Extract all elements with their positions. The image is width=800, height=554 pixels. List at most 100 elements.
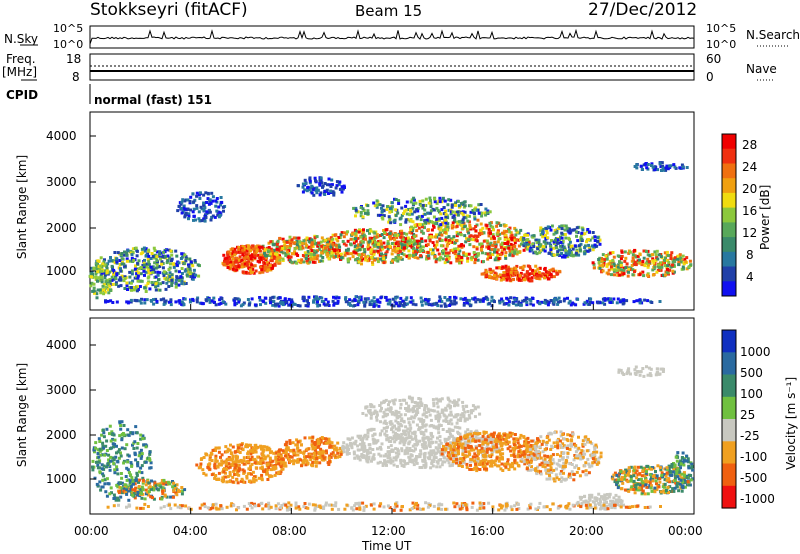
power-cell — [117, 278, 121, 282]
power-cell — [457, 252, 461, 256]
power-cell — [457, 204, 461, 208]
power-cell — [214, 204, 218, 208]
power-cell — [490, 295, 494, 299]
power-cell — [651, 253, 655, 257]
power-cell — [663, 264, 667, 268]
power-cell — [96, 279, 99, 283]
power-cell — [405, 212, 409, 216]
velocity-cell — [127, 498, 131, 502]
power-cell — [663, 258, 666, 262]
power-cell — [592, 262, 596, 266]
power-cell — [388, 210, 392, 214]
power-cell — [385, 298, 389, 302]
power-cell — [319, 176, 323, 180]
power-cell — [382, 236, 386, 240]
power-cell — [146, 282, 150, 286]
power-cell — [379, 296, 383, 300]
power-cell — [363, 304, 367, 308]
power-cell — [383, 245, 387, 249]
power-cell — [627, 270, 630, 274]
power-cell — [563, 228, 567, 232]
power-cell — [412, 246, 416, 250]
velocity-cell — [285, 440, 289, 444]
power-cell — [307, 245, 311, 249]
power-cell — [450, 226, 454, 230]
power-cell — [552, 253, 556, 257]
power-cell — [546, 271, 550, 274]
power-cell — [426, 299, 430, 303]
velocity-cell — [324, 441, 328, 445]
velocity-cell — [332, 453, 336, 457]
power-cell — [441, 257, 445, 261]
power-cell — [198, 219, 202, 223]
nave-label: Nave — [746, 62, 777, 76]
velocity-cell — [144, 492, 148, 496]
power-cell — [453, 217, 457, 221]
power-cell — [424, 197, 428, 201]
velocity-cell — [281, 449, 285, 453]
velocity-cell — [252, 477, 256, 480]
velocity-cell — [259, 459, 263, 463]
velocity-cell — [328, 440, 332, 444]
velocity-cell — [108, 447, 112, 451]
power-cell — [505, 246, 509, 250]
power-cell — [535, 272, 539, 276]
power-cell — [313, 249, 317, 253]
power-cell — [358, 253, 361, 257]
power-cell — [461, 226, 465, 230]
velocity-cell — [109, 459, 112, 463]
power-cell — [197, 210, 201, 214]
power-cell — [532, 271, 536, 275]
power-cell — [243, 262, 246, 266]
velocity-cell — [110, 491, 113, 495]
power-cell — [547, 300, 551, 304]
velocity-cell — [237, 469, 241, 473]
power-cell — [441, 221, 445, 225]
power-cell — [318, 183, 322, 187]
power-cell — [361, 236, 365, 240]
power-cell — [468, 225, 472, 229]
power-cell — [539, 274, 542, 278]
power-cell — [402, 253, 406, 257]
velocity-cell — [134, 476, 138, 480]
power-cell — [380, 245, 384, 249]
power-cell — [452, 235, 456, 239]
power-cell — [154, 288, 158, 292]
power-cell — [647, 263, 650, 267]
power-cell — [409, 228, 413, 231]
power-cell — [526, 275, 530, 279]
power-cell — [519, 242, 523, 246]
velocity-cell — [373, 432, 377, 436]
power-cell — [568, 299, 572, 303]
power-cell — [405, 232, 409, 236]
power-cell — [620, 270, 624, 274]
velocity-cell — [358, 442, 362, 446]
power-cell — [370, 248, 374, 252]
power-cell — [217, 302, 221, 306]
power-cell — [433, 255, 437, 258]
power-cell — [260, 268, 264, 272]
power-cell — [219, 203, 223, 207]
power-cell — [678, 166, 682, 170]
power-cell — [420, 237, 424, 241]
power-cell — [180, 282, 184, 285]
power-cell — [196, 263, 200, 267]
power-cell — [545, 299, 549, 303]
velocity-cell — [305, 459, 309, 463]
power-cell — [143, 286, 147, 290]
power-cell — [517, 238, 521, 242]
power-cell — [585, 240, 588, 244]
power-cell — [340, 185, 344, 189]
power-cell — [152, 298, 155, 302]
power-cell — [129, 298, 133, 302]
power-cell — [488, 210, 492, 214]
power-cell — [356, 303, 360, 307]
velocity-cell — [279, 454, 283, 458]
power-cell — [319, 191, 323, 195]
velocity-cell — [217, 471, 221, 475]
power-cell — [339, 233, 343, 237]
power-cell — [103, 273, 107, 277]
power-cell — [109, 299, 113, 303]
power-cell — [608, 259, 612, 263]
power-cell — [96, 288, 100, 292]
